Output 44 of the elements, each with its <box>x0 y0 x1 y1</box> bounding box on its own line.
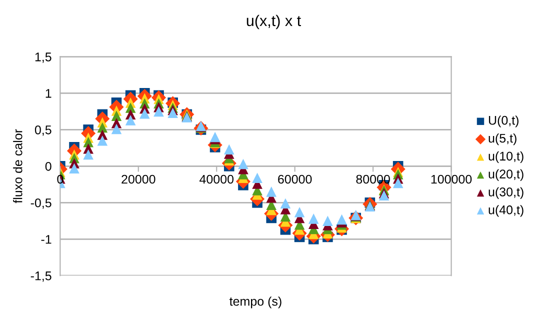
y-tick-label: 1 <box>46 89 52 98</box>
legend-label: u(20,t) <box>488 169 524 181</box>
point <box>378 190 390 201</box>
point <box>224 144 234 155</box>
point <box>392 178 404 188</box>
point <box>111 110 122 121</box>
legend-label: u(40,t) <box>488 205 524 217</box>
point <box>111 124 122 134</box>
point <box>140 108 150 119</box>
legend-label: u(10,t) <box>488 151 524 164</box>
point <box>238 158 248 170</box>
y-tick-label: 0 <box>45 162 52 171</box>
x-axis-title: tempo (s) <box>230 296 282 308</box>
point <box>97 122 108 133</box>
legend-label: u(30,t) <box>488 187 524 199</box>
point <box>168 108 178 118</box>
x-tick-label: 100000 <box>431 174 472 184</box>
y-tick-label: -1,5 <box>30 272 52 282</box>
point <box>336 214 347 225</box>
x-tick-label: 40000 <box>200 174 234 184</box>
point <box>280 198 291 209</box>
y-tick-label: -0,5 <box>30 198 52 209</box>
legend-label: u(5,t) <box>488 133 516 146</box>
point <box>210 132 220 142</box>
point <box>154 106 164 117</box>
chart-title: u(x,t) x t <box>246 14 301 30</box>
x-tick-label: 60000 <box>278 174 312 184</box>
legend-label: U(0,t) <box>488 116 518 128</box>
x-tick-label: 80000 <box>356 174 390 184</box>
y-tick-label: 0,5 <box>34 125 52 136</box>
point <box>266 186 277 197</box>
point <box>252 172 262 183</box>
x-tick-label: 20000 <box>122 174 156 184</box>
point <box>125 115 136 126</box>
y-tick-label: 1,5 <box>35 52 52 63</box>
point <box>322 216 333 226</box>
x-tick-label: 0 <box>57 174 64 184</box>
y-axis-title: fluxo de calor <box>13 129 22 204</box>
point <box>97 135 108 146</box>
point <box>83 149 94 160</box>
point <box>69 163 80 174</box>
point <box>308 214 319 224</box>
point <box>294 206 305 218</box>
y-tick-label: -1 <box>41 235 52 244</box>
